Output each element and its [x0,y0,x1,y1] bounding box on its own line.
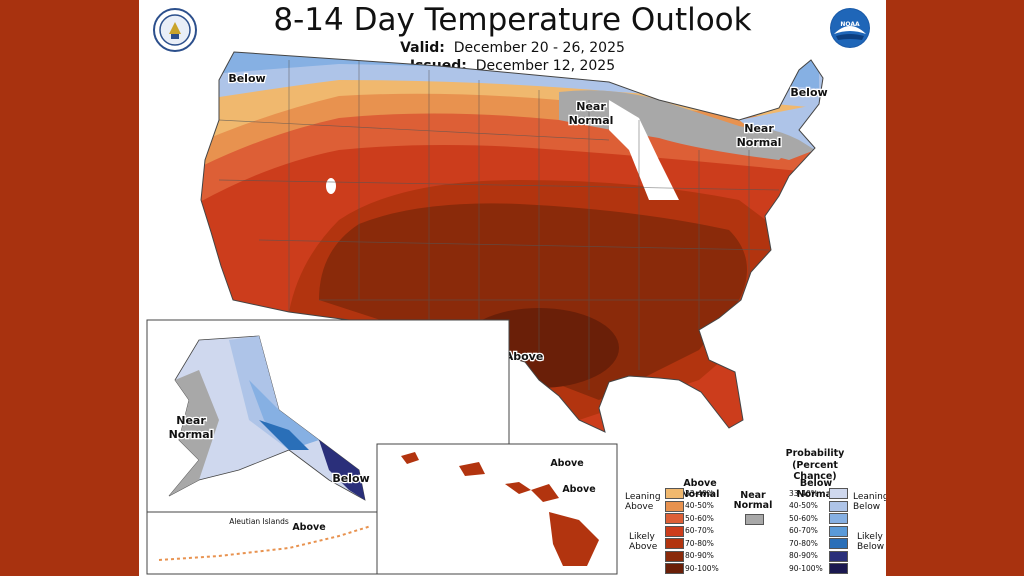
noaa-logo-graphic: NOAA [831,9,869,47]
label-hi-above-2: Above [562,484,595,495]
label-near-normal-ne-1: Near [744,122,774,135]
molokai [505,482,531,494]
likely-below-label-1: Likely [857,532,883,542]
label-below-ne: Below [790,86,827,99]
label-near-normal-lakes-1: Near [576,100,606,113]
region-33-40 [201,52,823,170]
likely-above-label-1: Likely [629,532,655,542]
region-80-90 [319,203,747,400]
above-swatch-2 [665,513,684,524]
outlook-map-frame: 8-14 Day Temperature Outlook Valid: Dece… [139,0,886,576]
aleutian-chain [158,525,372,561]
below-swatch-0 [829,488,848,499]
leaning-above-label-1: Leaning [625,492,661,502]
state-borders [218,60,780,390]
legend: Probability (Percent Chance) Above Norma… [617,446,886,576]
oahu [459,462,485,476]
above-range-label-5: 80-90% [685,551,714,560]
conus-labels: Below Near Normal Below Near Normal Abov… [227,71,829,365]
alaska-below-40-50 [229,336,319,450]
conus-map: Below Near Normal Below Near Normal Abov… [146,51,829,575]
below-swatch-6 [829,563,848,574]
near-normal-label-1: Near [740,490,766,501]
svg-text:NOAA: NOAA [840,21,860,28]
conus-outline [200,51,824,433]
label-aleutian-islands: Aleutian Islands [229,517,289,526]
label-ak-near-normal-2: Normal [169,428,214,441]
near-normal-label-2: Normal [733,500,773,511]
label-hi-above-1: Above [550,458,583,469]
region-below-ne [739,52,823,160]
issued-value: December 12, 2025 [475,58,616,74]
below-swatch-1 [829,500,848,512]
likely-above-label-2: Above [629,542,658,552]
below-swatch-4 [829,538,848,549]
valid-line: Valid: December 20 - 26, 2025 [139,40,886,56]
above-range-label-3: 60-70% [685,526,714,535]
alaska-near-normal [169,370,219,496]
above-range-label-1: 40-50% [685,501,714,510]
commerce-seal-graphic [159,14,191,46]
great-salt-lake [326,178,336,194]
below-swatch-2 [829,513,848,524]
valid-label: Valid: [400,40,445,56]
above-swatch-1 [665,500,684,512]
label-near-normal-lakes-2: Normal [569,114,614,127]
alaska-below-70-80 [259,420,309,450]
commerce-seal-icon [153,8,197,52]
legend-title: Probability [785,448,845,459]
above-range-label-0: 33-40% [685,488,714,498]
above-swatch-6 [665,563,684,574]
below-range-label-5: 80-90% [789,551,818,560]
big-island [549,512,599,566]
above-range-label-6: 90-100% [685,563,719,573]
alaska-labels: Near Normal Below [167,413,371,487]
below-range-label-2: 50-60% [789,513,818,523]
maui [531,484,559,502]
page-title: 8-14 Day Temperature Outlook [273,2,752,38]
label-ak-near-normal-1: Near [176,414,206,427]
above-range-label-4: 70-80% [685,538,714,548]
below-range-label-0: 33-40% [789,488,818,498]
label-below-nw: Below [228,72,265,85]
alaska-below-80-90 [319,440,365,500]
noaa-logo-icon: NOAA [830,8,870,48]
valid-value: December 20 - 26, 2025 [453,40,625,56]
below-normal-header: Below Normal [796,478,836,500]
leaning-below-label-2: Below [853,502,881,512]
above-swatch-4 [665,538,684,549]
above-swatch-5 [665,550,684,562]
leaning-below-label-1: Leaning [853,492,886,502]
label-near-normal-ne-2: Normal [737,136,782,149]
region-40-50 [201,52,823,200]
hawaii-inset: Above Above [376,443,618,575]
above-range-label-2: 50-60% [685,513,714,523]
below-range-label-4: 70-80% [789,538,818,548]
above-normal-header: Above Normal [680,478,720,500]
leaning-above-label-2: Above [625,502,654,512]
likely-below-label-2: Below [857,542,885,552]
near-normal-swatch [745,514,764,525]
below-swatch-5 [829,550,848,562]
great-lakes-water [609,100,679,200]
label-above-south: Above [505,350,544,363]
alaska-below-50-60 [249,380,319,450]
legend-subtitle: (Percent Chance) [792,460,838,482]
label-aleutian-above: Above [292,522,325,533]
region-near-normal-ne [719,126,815,160]
below-range-label-6: 90-100% [789,563,823,573]
below-range-label-3: 60-70% [789,526,818,535]
below-range-label-1: 40-50% [789,501,818,510]
label-ak-below: Below [332,472,369,485]
hawaii-labels: Above Above [550,458,595,495]
below-swatch-3 [829,525,848,537]
above-swatch-3 [665,525,684,537]
above-swatch-0 [665,488,684,499]
kauai [401,452,419,464]
